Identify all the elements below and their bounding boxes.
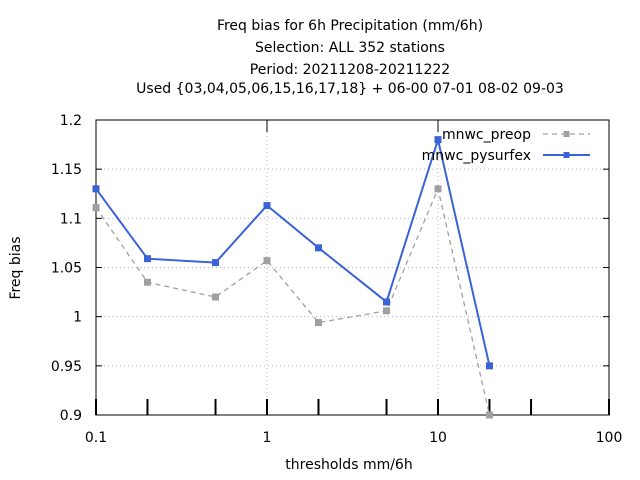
y-tick-label: 1 xyxy=(73,310,82,326)
legend-label-mnwc_preop: mnwc_preop xyxy=(442,127,531,143)
y-tick-label: 0.95 xyxy=(51,359,82,375)
data-point-mnwc_preop xyxy=(314,319,322,327)
data-point-mnwc_preop xyxy=(434,185,442,193)
data-point-mnwc_pysurfex xyxy=(314,244,322,252)
x-axis-label: thresholds mm/6h xyxy=(285,457,412,473)
series-layer xyxy=(92,135,493,419)
chart-title-line-2: Selection: ALL 352 stations xyxy=(255,40,445,56)
legend: mnwc_preop mnwc_pysurfex xyxy=(422,127,590,164)
legend-label-mnwc_pysurfex: mnwc_pysurfex xyxy=(422,148,531,164)
data-point-mnwc_preop xyxy=(485,411,493,419)
grid-layer xyxy=(96,120,609,415)
x-tick-label: 10 xyxy=(429,430,447,446)
data-point-mnwc_pysurfex xyxy=(92,185,100,193)
x-tick-label: 1 xyxy=(263,430,272,446)
chart-title-line-1: Freq bias for 6h Precipitation (mm/6h) xyxy=(216,18,484,34)
x-tick-label: 100 xyxy=(596,430,623,446)
series-line-mnwc_pysurfex xyxy=(95,135,491,367)
legend-marker-mnwc_pysurfex xyxy=(563,152,570,158)
data-point-mnwc_pysurfex xyxy=(383,298,391,306)
y-tick-label: 1.1 xyxy=(60,211,82,227)
data-point-mnwc_preop xyxy=(263,257,271,265)
series-line-mnwc_preop xyxy=(95,186,491,416)
legend-marker-mnwc_preop xyxy=(563,131,570,137)
y-tick-label: 1.05 xyxy=(51,261,82,277)
y-tick-label: 0.9 xyxy=(60,408,82,424)
y-tick-label: 1.2 xyxy=(60,113,82,129)
data-point-mnwc_pysurfex xyxy=(212,259,220,267)
data-point-mnwc_preop xyxy=(143,278,151,286)
tick-layer: 0.9 0.95 1 1.05 1.1 1.15 1.2 0.1 1 10 100 xyxy=(51,113,623,446)
data-point-mnwc_preop xyxy=(212,293,220,301)
data-point-mnwc_preop xyxy=(92,204,100,212)
data-point-mnwc_pysurfex xyxy=(434,136,442,144)
chart-title-line-4: Used {03,04,05,06,15,16,17,18} + 06-00 0… xyxy=(136,81,564,97)
chart-title-line-3: Period: 20211208-20211222 xyxy=(249,62,451,78)
data-point-mnwc_pysurfex xyxy=(485,362,493,370)
y-axis-label: Freq bias xyxy=(8,236,24,299)
data-point-mnwc_pysurfex xyxy=(143,255,151,263)
y-tick-label: 1.15 xyxy=(51,162,82,178)
data-point-mnwc_pysurfex xyxy=(263,202,271,210)
data-point-mnwc_preop xyxy=(383,307,391,315)
x-tick-label: 0.1 xyxy=(85,430,107,446)
